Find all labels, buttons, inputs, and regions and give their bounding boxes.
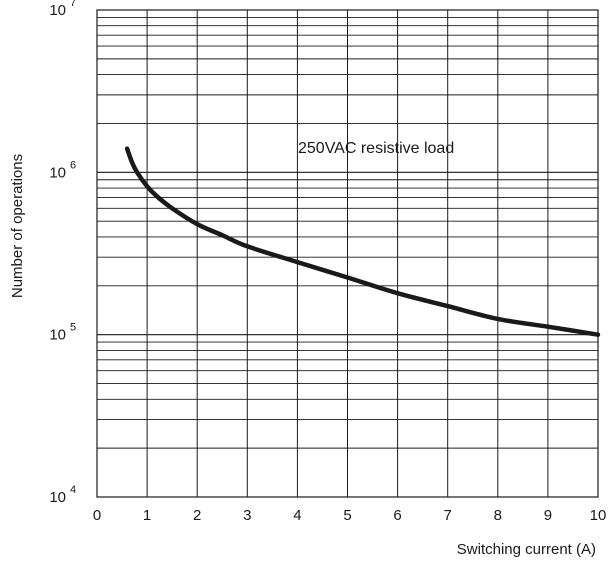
chart-annotation: 250VAC resistive load [298,140,454,157]
x-tick-label: 10 [590,507,607,524]
x-tick-label: 2 [193,507,201,524]
x-tick-label: 5 [343,507,351,524]
y-tick-label: 10 6 [49,159,76,181]
x-tick-label: 7 [444,507,452,524]
y-tick-label: 10 7 [49,0,76,19]
y-tick-base: 10 [49,489,66,506]
x-tick-labels: 0 1 2 3 4 5 6 7 8 9 10 [93,507,607,524]
y-tick-base: 10 [49,327,66,344]
y-tick-label: 10 4 [49,484,76,506]
x-tick-label: 8 [494,507,502,524]
x-tick-label: 0 [93,507,101,524]
y-tick-label: 10 5 [49,322,76,344]
y-tick-base: 10 [49,2,66,19]
x-tick-label: 9 [544,507,552,524]
y-tick-exponent: 6 [70,159,76,171]
y-tick-exponent: 5 [70,322,76,334]
y-tick-labels: 10 4 10 5 10 6 10 7 [49,0,76,506]
x-tick-label: 1 [143,507,151,524]
x-tick-label: 3 [243,507,251,524]
y-tick-base: 10 [49,164,66,181]
y-tick-exponent: 7 [70,0,76,9]
y-axis-label: Number of operations [9,154,26,298]
x-tick-label: 4 [293,507,301,524]
y-tick-exponent: 4 [70,484,76,496]
series-line [124,146,601,337]
plot-frame [96,9,599,498]
grid [97,10,598,497]
x-axis-label: Switching current (A) [457,541,596,558]
x-tick-label: 6 [393,507,401,524]
